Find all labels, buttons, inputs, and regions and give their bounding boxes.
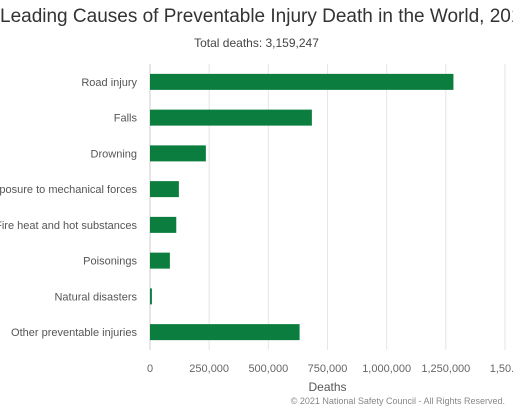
bar xyxy=(150,73,454,90)
credits[interactable]: © 2021 National Safety Council - All Rig… xyxy=(290,396,505,406)
x-tick-label: 1,250,000 xyxy=(421,363,470,375)
x-tick-label: 1,50... xyxy=(490,363,513,375)
category-label: Other preventable injuries xyxy=(11,327,137,339)
bar xyxy=(150,145,206,162)
bar xyxy=(150,288,152,305)
category-label: Road injury xyxy=(81,77,137,89)
chart-subtitle: Total deaths: 3,159,247 xyxy=(194,36,319,50)
x-tick-label: 0 xyxy=(147,363,153,375)
category-label: Drowning xyxy=(91,148,137,160)
tick-labels: 0 250,000 500,000 750,000 1,000,000 1,250,000… xyxy=(147,363,513,375)
category-labels: Road injury Falls Drowning Exposure to mech… xyxy=(0,77,137,339)
category-label: Fire heat and hot substances xyxy=(0,220,137,232)
x-tick-label: 250,000 xyxy=(189,363,229,375)
x-tick-label: 750,000 xyxy=(308,363,348,375)
category-label: Exposure to mechanical forces xyxy=(0,184,137,196)
chart-title: Leading Causes of Preventable Injury Dea… xyxy=(0,6,513,27)
category-label: Poisonings xyxy=(83,256,137,268)
category-label: Natural disasters xyxy=(54,291,137,303)
x-axis-label: Deaths xyxy=(308,380,347,394)
bar xyxy=(150,324,300,341)
bar xyxy=(150,216,177,233)
bar xyxy=(150,181,179,198)
gridlines xyxy=(149,64,506,350)
category-label: Falls xyxy=(114,113,138,125)
bars xyxy=(150,73,454,341)
x-tick-label: 500,000 xyxy=(248,363,288,375)
x-tick-label: 1,000,000 xyxy=(362,363,411,375)
bar xyxy=(150,109,312,126)
bar xyxy=(150,252,170,269)
